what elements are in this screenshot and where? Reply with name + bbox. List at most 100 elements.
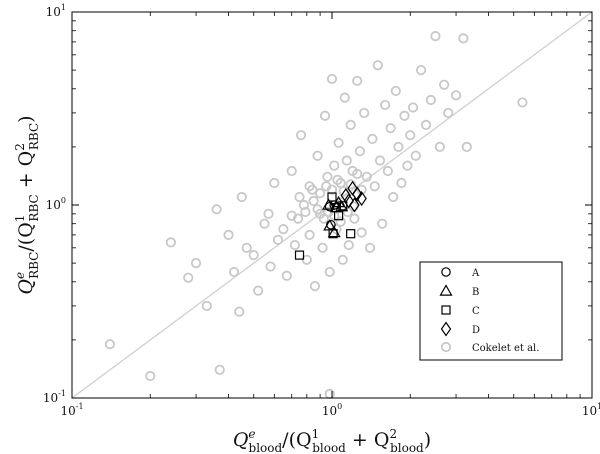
data-point-series-4-45 (343, 239, 354, 251)
data-point-series-4-11 (236, 191, 247, 203)
y-tick-label-0: 10-1 (43, 389, 66, 405)
data-point-series-4-65 (393, 141, 404, 153)
data-point-series-4-103 (286, 210, 297, 221)
data-point-series-4-42 (337, 254, 348, 265)
data-point-series-4-75 (430, 31, 441, 42)
data-point-series-4-63 (388, 191, 399, 203)
x-tick-label-0: 10-1 (60, 402, 83, 418)
x-tick-label-1: 100 (322, 402, 342, 418)
data-point-series-4-23 (289, 239, 301, 251)
data-point-series-4-3 (183, 272, 194, 283)
data-point-series-4-71 (410, 150, 421, 161)
data-point-series-4-49 (352, 75, 363, 86)
data-point-series-4-12 (241, 242, 252, 253)
data-point-series-3-1 (351, 186, 363, 202)
data-point-series-4-72 (415, 64, 427, 76)
data-point-series-4-64 (390, 85, 401, 97)
data-point-series-4-9 (228, 266, 240, 278)
data-point-series-3-2 (356, 190, 367, 207)
data-point-series-4-44 (341, 155, 352, 166)
data-point-series-4-5 (201, 300, 212, 312)
data-point-series-4-77 (439, 79, 450, 90)
data-point-series-4-61 (382, 165, 393, 177)
data-point-series-4-87 (318, 213, 329, 224)
y-tick-label-1: 100 (46, 196, 66, 212)
data-point-series-4-74 (425, 94, 436, 106)
data-point-series-4-78 (443, 107, 454, 119)
data-point-series-4-66 (396, 177, 407, 189)
data-point-series-4-6 (211, 204, 222, 215)
legend-marker-4 (440, 341, 452, 353)
data-point-series-4-79 (450, 90, 462, 101)
data-point-series-4-54 (364, 242, 376, 253)
data-point-series-4-99 (300, 206, 311, 218)
data-point-series-4-80 (458, 33, 469, 44)
legend-label-d: D (472, 325, 480, 336)
data-point-series-4-1 (145, 370, 156, 382)
legend-label-cokelet: Cokelet et al. (472, 343, 539, 354)
data-point-series-4-40 (333, 137, 344, 148)
data-point-series-4-60 (379, 99, 391, 111)
x-axis-label: Qe blood/(Q1 blood + Q2 blood) (233, 427, 431, 454)
data-point-series-4-21 (281, 270, 292, 281)
data-point-series-4-90 (326, 184, 338, 195)
data-point-series-4-8 (223, 229, 234, 240)
data-point-series-2-2 (333, 211, 344, 221)
data-point-series-4-33 (317, 242, 328, 253)
data-point-series-3-4 (349, 197, 360, 213)
data-point-series-4-28 (304, 229, 315, 240)
data-point-series-4-37 (326, 73, 338, 85)
data-point-series-4-14 (253, 285, 264, 296)
legend-symbols (439, 267, 453, 353)
data-point-series-4-69 (405, 130, 416, 141)
data-point-series-4-92 (332, 174, 343, 185)
series-points-layer (294, 180, 367, 260)
data-point-series-4-10 (234, 306, 245, 317)
data-point-series-4-81 (461, 141, 472, 153)
data-point-series-4-48 (349, 213, 360, 224)
legend-label-a: A (471, 268, 480, 279)
data-point-series-2-3 (328, 229, 338, 239)
data-point-series-4-57 (372, 60, 383, 71)
data-point-series-4-26 (298, 199, 310, 211)
data-point-series-4-13 (248, 250, 259, 261)
data-point-series-4-0 (104, 339, 116, 350)
data-point-series-2-6 (338, 201, 348, 211)
data-point-series-4-100 (352, 168, 363, 179)
data-point-series-4-34 (319, 110, 331, 121)
data-point-series-4-19 (272, 234, 284, 245)
data-point-series-4-31 (312, 150, 323, 161)
data-point-series-4-68 (402, 160, 413, 171)
y-axis-label: QeRBC/(Q1RBC + Q2RBC) (13, 115, 41, 294)
data-point-series-4-55 (367, 133, 378, 145)
data-point-series-4-30 (309, 281, 321, 292)
ticks-layer: 10-1 100 101 10-1 100 101 (43, 3, 600, 418)
data-point-series-4-27 (301, 254, 312, 265)
data-point-series-4-17 (265, 261, 276, 272)
data-point-series-4-62 (385, 123, 396, 134)
data-point-series-3-5 (340, 187, 352, 204)
legend: A B C D Cokelet et al. (419, 261, 563, 361)
data-point-series-2-0 (327, 192, 337, 202)
data-point-series-4-67 (399, 110, 410, 121)
data-point-series-4-86 (315, 188, 326, 199)
data-point-series-4-15 (259, 218, 270, 229)
data-point-series-4-82 (517, 97, 528, 108)
x-tick-label-2: 101 (582, 402, 600, 418)
legend-label-c: C (472, 306, 480, 317)
data-point-series-4-76 (434, 141, 445, 153)
data-point-series-2-5 (294, 250, 305, 260)
data-point-series-2-4 (346, 229, 356, 239)
legend-marker-1 (439, 284, 453, 296)
legend-label-b: B (472, 287, 479, 298)
data-point-series-4-53 (361, 171, 372, 182)
legend-marker-0 (441, 267, 451, 277)
data-point-series-4-50 (354, 146, 365, 157)
data-point-series-4-58 (374, 155, 386, 166)
data-point-series-4-56 (369, 181, 380, 192)
data-point-series-4-2 (165, 237, 176, 248)
data-point-series-4-73 (420, 119, 432, 131)
data-point-series-4-70 (407, 102, 419, 113)
data-point-series-4-95 (342, 206, 353, 218)
data-point-series-4-43 (339, 92, 350, 103)
